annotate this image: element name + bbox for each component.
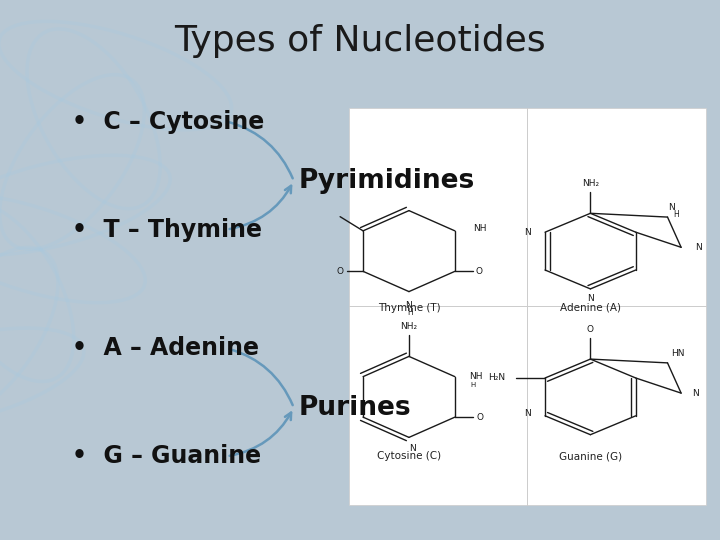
Text: O: O <box>587 325 594 334</box>
Text: N: N <box>667 203 675 212</box>
Text: N: N <box>692 389 698 397</box>
Text: O: O <box>477 413 484 422</box>
Text: Thymine (T): Thymine (T) <box>378 303 440 313</box>
Text: Guanine (G): Guanine (G) <box>559 451 622 461</box>
Text: H: H <box>471 382 476 388</box>
Text: NH₂: NH₂ <box>582 179 599 188</box>
Text: N: N <box>409 444 416 453</box>
Text: HN: HN <box>671 349 685 357</box>
Text: N: N <box>696 243 702 252</box>
Text: O: O <box>336 267 343 276</box>
Text: N: N <box>524 409 531 417</box>
Text: Types of Nucleotides: Types of Nucleotides <box>174 24 546 57</box>
Text: NH: NH <box>469 372 482 381</box>
Text: Cytosine (C): Cytosine (C) <box>377 451 441 461</box>
Text: H₂N: H₂N <box>488 374 505 382</box>
Text: N: N <box>524 228 531 237</box>
Text: Pyrimidines: Pyrimidines <box>299 168 475 194</box>
Text: •  A – Adenine: • A – Adenine <box>72 336 259 360</box>
Text: N: N <box>405 301 413 309</box>
Text: NH: NH <box>473 224 487 233</box>
Text: Purines: Purines <box>299 395 411 421</box>
Text: Adenine (A): Adenine (A) <box>560 303 621 313</box>
Text: •  T – Thymine: • T – Thymine <box>72 218 262 241</box>
Text: H: H <box>408 308 413 316</box>
Text: N: N <box>587 294 594 303</box>
FancyBboxPatch shape <box>349 108 706 505</box>
Text: NH₂: NH₂ <box>400 322 418 331</box>
Text: •  C – Cytosine: • C – Cytosine <box>72 110 264 133</box>
Text: O: O <box>475 267 482 276</box>
Text: •  G – Guanine: • G – Guanine <box>72 444 261 468</box>
Text: H: H <box>673 210 679 219</box>
